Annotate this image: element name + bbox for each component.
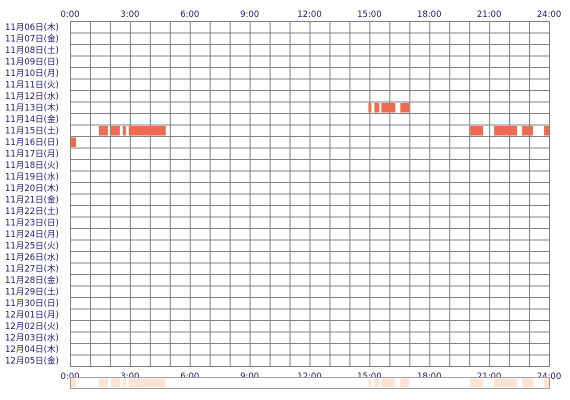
- row-label: 11月24日(月): [5, 230, 59, 240]
- row-label: 12月02日(火): [5, 322, 59, 332]
- activity-bar: [128, 126, 166, 136]
- row-label: 11月07日(金): [5, 34, 59, 45]
- row-label: 11月13日(木): [5, 103, 59, 114]
- row-label: 12月03日(水): [5, 333, 59, 344]
- activity-bar: [381, 103, 396, 113]
- summary-bar: [110, 378, 120, 388]
- row-label: 12月01日(月): [5, 311, 59, 321]
- row-label: 11月27日(木): [5, 264, 59, 275]
- row-label: 11月22日(土): [5, 206, 59, 217]
- summary-bar: [544, 378, 549, 388]
- summary-bar: [122, 378, 126, 388]
- row-label: 11月30日(日): [5, 299, 59, 309]
- grid: [70, 21, 550, 367]
- activity-bar: [494, 126, 518, 136]
- row-label: 11月23日(日): [5, 219, 59, 229]
- activity-bar: [71, 137, 76, 147]
- row-label: 11月09日(日): [5, 58, 59, 68]
- x-tick-label-top: 18:00: [417, 10, 442, 20]
- activity-bar: [400, 103, 410, 113]
- row-label: 11月28日(金): [5, 275, 59, 286]
- summary-bar: [400, 378, 410, 388]
- row-label: 11月11日(火): [5, 81, 59, 91]
- summary-bar: [98, 378, 108, 388]
- row-label: 11月15日(土): [5, 126, 59, 137]
- row-label: 11月19日(水): [5, 172, 59, 183]
- row-label: 11月17日(月): [5, 150, 59, 160]
- summary-bar: [494, 378, 518, 388]
- summary-bar: [128, 378, 166, 388]
- row-label: 11月26日(水): [5, 252, 59, 263]
- row-label: 11月18日(火): [5, 161, 59, 171]
- activity-bar: [544, 126, 549, 136]
- summary-bar: [470, 378, 484, 388]
- labels: 11月06日(木)11月07日(金)11月08日(土)11月09日(日)11月1…: [5, 10, 561, 382]
- activity-bar: [98, 126, 108, 136]
- row-label: 11月14日(金): [5, 114, 59, 125]
- x-tick-label-top: 0:00: [60, 10, 79, 20]
- row-label: 11月10日(月): [5, 69, 59, 79]
- x-tick-label-top: 15:00: [357, 10, 382, 20]
- row-label: 11月21日(金): [5, 195, 59, 206]
- x-tick-label-top: 12:00: [297, 10, 322, 20]
- summary-bar: [71, 378, 76, 388]
- summary-strip-frame: [70, 377, 550, 389]
- activity-bar: [374, 103, 380, 113]
- x-tick-label-top: 21:00: [477, 10, 502, 20]
- summary-bar: [381, 378, 396, 388]
- activity-bar: [110, 126, 120, 136]
- summary-bar: [374, 378, 380, 388]
- summary-bar: [522, 378, 534, 388]
- activity-bars: [71, 103, 549, 147]
- x-tick-label-top: 9:00: [240, 10, 259, 20]
- x-tick-label-top: 6:00: [180, 10, 199, 20]
- activity-bar: [522, 126, 534, 136]
- summary-strip: [70, 377, 550, 389]
- row-label: 12月05日(金): [5, 356, 59, 367]
- row-label: 11月06日(木): [5, 22, 59, 33]
- row-label: 11月20日(木): [5, 183, 59, 194]
- summary-bar: [368, 378, 372, 388]
- row-label: 11月16日(日): [5, 138, 59, 148]
- row-label: 12月04日(木): [5, 344, 59, 355]
- activity-bar: [122, 126, 126, 136]
- activity-bar: [368, 103, 372, 113]
- row-label: 11月12日(水): [5, 91, 59, 102]
- row-label: 11月08日(土): [5, 45, 59, 56]
- row-label: 11月29日(土): [5, 287, 59, 298]
- activity-bar: [470, 126, 484, 136]
- x-tick-label-top: 24:00: [537, 10, 562, 20]
- x-tick-label-top: 3:00: [120, 10, 139, 20]
- row-label: 11月25日(火): [5, 242, 59, 252]
